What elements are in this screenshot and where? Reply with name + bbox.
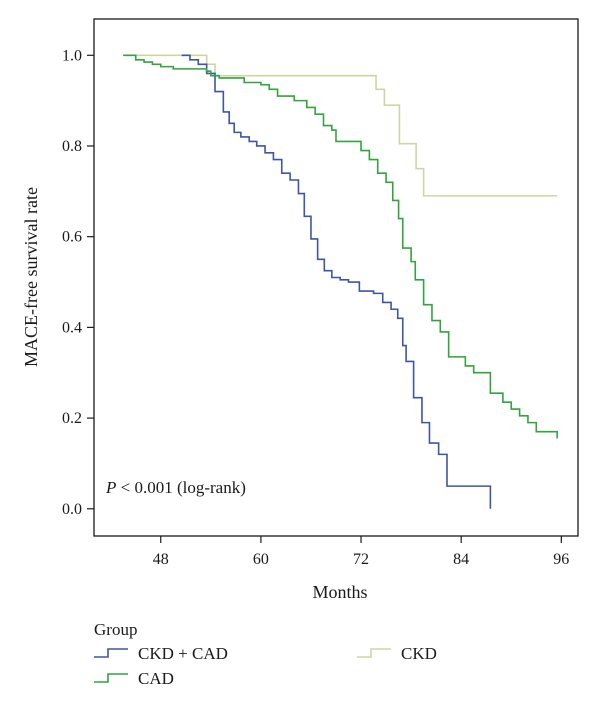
y-tick-label: 1.0 [62,47,82,64]
legend: Group CKD + CAD CKD CAD [94,620,437,688]
legend-title: Group [94,620,137,639]
x-tick-label: 48 [153,551,169,568]
p-value-symbol: P [105,478,116,497]
y-axis-title: MACE-free survival rate [21,187,41,367]
legend-swatch-cad [94,673,128,683]
series-line-ckd [123,54,558,197]
x-axis-ticks: 48 60 72 84 96 [153,536,569,568]
x-tick-label: 60 [253,551,269,568]
x-tick-label: 96 [553,551,569,568]
legend-swatch-ckd [357,648,391,658]
legend-label-ckd-cad: CKD + CAD [138,644,228,663]
p-value-annotation: P < 0.001 (log-rank) [105,478,246,497]
x-axis-title: Months [312,582,367,602]
y-axis-ticks: 0.0 0.2 0.4 0.6 0.8 1.0 [62,47,94,518]
series-line-cad [123,54,558,439]
legend-items: CKD + CAD CKD CAD [94,644,437,688]
y-tick-label: 0.4 [62,319,82,336]
legend-swatch-ckd-cad [94,648,128,658]
p-value-text: < 0.001 (log-rank) [116,478,246,497]
y-tick-label: 0.2 [62,410,82,427]
y-tick-label: 0.8 [62,138,82,155]
series-line-ckd-cad [181,54,492,509]
y-tick-label: 0.6 [62,229,82,246]
plot-frame [93,18,579,537]
x-tick-label: 84 [453,551,469,568]
legend-label-cad: CAD [138,669,174,688]
legend-label-ckd: CKD [401,644,437,663]
y-tick-label: 0.0 [62,501,82,518]
series-layer [123,54,558,509]
x-tick-label: 72 [353,551,369,568]
